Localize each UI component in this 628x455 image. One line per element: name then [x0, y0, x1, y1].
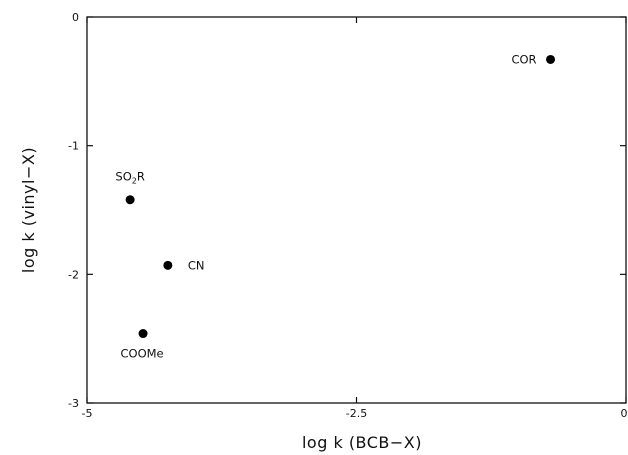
y-tick-label: -1	[68, 140, 79, 153]
x-tick-label: 0	[621, 407, 628, 420]
x-axis-ticks: -5 -2.5 0	[82, 17, 628, 420]
y-tick-label: -3	[68, 397, 79, 410]
data-point	[125, 195, 135, 205]
point-label: CN	[188, 258, 205, 272]
x-tick-label: -5	[82, 407, 93, 420]
x-axis-title: log k (BCB−X)	[302, 433, 422, 452]
y-axis-title: log k (vinyl−X)	[19, 147, 38, 273]
data-point	[163, 260, 173, 270]
data-point	[138, 329, 148, 339]
point-label: COR	[511, 52, 536, 66]
x-tick-label: -2.5	[346, 407, 367, 420]
plot-frame	[86, 16, 627, 404]
data-points: COR SO2R CN COOMe	[115, 52, 556, 361]
data-point	[546, 54, 556, 64]
y-tick-label: -2	[68, 268, 79, 281]
y-axis-ticks: 0 -1 -2 -3	[68, 11, 626, 410]
y-tick-label: 0	[72, 11, 79, 24]
point-label: SO2R	[115, 170, 144, 186]
point-label: COOMe	[120, 347, 163, 361]
